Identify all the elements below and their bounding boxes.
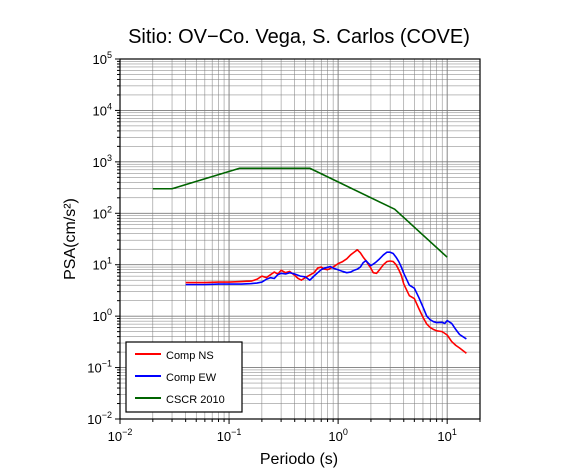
y-axis-label: PSA(cm/s²) (62, 198, 79, 280)
y-tick-labels: 10−2 10−1 100 101 102 103 104 105 (87, 50, 112, 427)
y-tick-label: 10−2 (87, 410, 112, 427)
y-tick-label: 102 (93, 204, 112, 221)
x-tick-label: 101 (437, 427, 456, 444)
y-tick-label: 101 (93, 256, 112, 273)
x-tick-label: 100 (328, 427, 347, 444)
y-tick-label: 105 (93, 50, 112, 67)
x-tick-label: 10−2 (108, 427, 133, 444)
y-tick-label: 100 (93, 307, 112, 324)
legend: Comp NS Comp EW CSCR 2010 (125, 341, 243, 413)
x-axis-label: Periodo (s) (260, 451, 338, 468)
x-tick-label: 10−1 (217, 427, 242, 444)
chart-title: Sitio: OV−Co. Vega, S. Carlos (COVE) (128, 26, 470, 48)
y-tick-label: 10−1 (87, 359, 112, 376)
grid (119, 58, 481, 420)
series-line-cscr-2010 (152, 167, 448, 258)
legend-label-ew: Comp EW (166, 372, 217, 384)
x-tick-labels: 10−2 10−1 100 101 (108, 427, 457, 444)
axis-ticks (115, 58, 481, 424)
legend-label-ns: Comp NS (166, 350, 214, 362)
y-tick-label: 103 (93, 153, 112, 170)
series-line-comp-ns (185, 249, 467, 354)
legend-label-cscr: CSCR 2010 (166, 394, 225, 406)
series-group (152, 167, 467, 354)
plot-frame (119, 58, 481, 420)
y-tick-label: 104 (93, 101, 112, 118)
series-line-comp-ew (185, 251, 467, 340)
